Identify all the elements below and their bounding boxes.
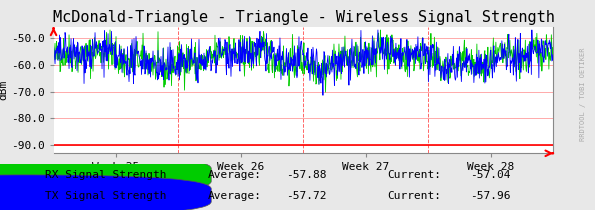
Text: RRDTOOL / TOBI OETIKER: RRDTOOL / TOBI OETIKER bbox=[580, 48, 586, 141]
Text: Current:: Current: bbox=[387, 170, 441, 180]
Text: -57.04: -57.04 bbox=[470, 170, 511, 180]
Text: RX Signal Strength: RX Signal Strength bbox=[45, 170, 166, 180]
FancyBboxPatch shape bbox=[0, 155, 211, 195]
Text: Current:: Current: bbox=[387, 191, 441, 201]
Text: -57.96: -57.96 bbox=[470, 191, 511, 201]
Text: TX Signal Strength: TX Signal Strength bbox=[45, 191, 166, 201]
Text: -57.72: -57.72 bbox=[286, 191, 326, 201]
Text: Average:: Average: bbox=[208, 191, 262, 201]
Y-axis label: dBm: dBm bbox=[0, 80, 8, 100]
Text: -57.88: -57.88 bbox=[286, 170, 326, 180]
FancyBboxPatch shape bbox=[0, 175, 211, 210]
Text: Average:: Average: bbox=[208, 170, 262, 180]
Title: McDonald-Triangle - Triangle - Wireless Signal Strength: McDonald-Triangle - Triangle - Wireless … bbox=[52, 10, 555, 25]
